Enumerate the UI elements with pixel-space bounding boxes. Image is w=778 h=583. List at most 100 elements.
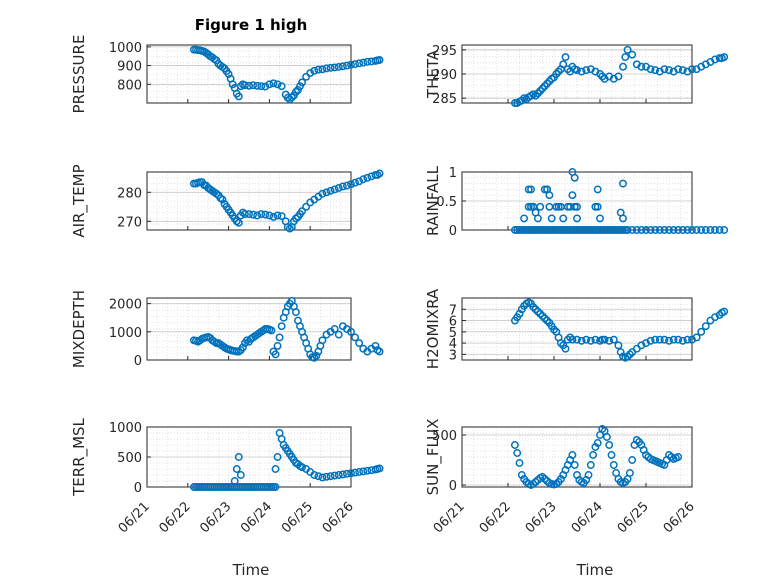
data-point bbox=[715, 226, 724, 234]
data-point bbox=[621, 53, 630, 62]
y-axis-label: H2OMIXRA bbox=[424, 288, 442, 369]
axes-box bbox=[461, 297, 693, 361]
data-point bbox=[291, 87, 300, 96]
data-point bbox=[322, 188, 331, 197]
data-point bbox=[513, 449, 522, 457]
data-point bbox=[619, 62, 627, 71]
data-point bbox=[651, 226, 660, 234]
data-point bbox=[619, 214, 627, 223]
data-point bbox=[302, 202, 311, 211]
data-point bbox=[566, 333, 575, 342]
data-point bbox=[271, 465, 280, 473]
data-point bbox=[573, 202, 581, 211]
data-point bbox=[275, 333, 284, 342]
data-point bbox=[674, 453, 683, 461]
data-point bbox=[355, 177, 364, 186]
data-point bbox=[540, 314, 549, 323]
data-point bbox=[660, 335, 669, 344]
data-point bbox=[669, 226, 678, 234]
data-point bbox=[342, 181, 351, 190]
y-tick-label: 0 bbox=[134, 354, 142, 369]
data-point bbox=[334, 330, 343, 339]
data-point bbox=[277, 322, 286, 331]
data-point bbox=[298, 78, 306, 87]
data-point bbox=[351, 468, 360, 477]
x-axis-label: Time bbox=[232, 561, 270, 579]
y-tick-label: 500 bbox=[117, 451, 142, 466]
data-point bbox=[326, 186, 335, 195]
data-point bbox=[651, 335, 660, 344]
data-point bbox=[310, 471, 319, 479]
data-point bbox=[334, 471, 343, 479]
data-point bbox=[238, 343, 247, 352]
data-point bbox=[271, 350, 280, 359]
data-point bbox=[605, 336, 614, 345]
data-point bbox=[359, 467, 368, 476]
data-point bbox=[607, 451, 616, 459]
data-point bbox=[632, 226, 641, 234]
data-point bbox=[602, 433, 611, 441]
data-point bbox=[249, 81, 258, 90]
data-point bbox=[536, 309, 545, 318]
data-point bbox=[701, 226, 710, 234]
data-point bbox=[291, 308, 300, 317]
data-point bbox=[674, 65, 683, 74]
data-point bbox=[577, 336, 586, 345]
data-point bbox=[257, 82, 266, 91]
data-point bbox=[236, 471, 245, 479]
data-point bbox=[531, 305, 540, 314]
data-point bbox=[355, 468, 364, 476]
data-point bbox=[678, 226, 687, 234]
y-axis-label: AIR_TEMP bbox=[70, 164, 89, 237]
data-point bbox=[577, 67, 586, 76]
y-tick-label: 7 bbox=[449, 303, 457, 318]
y-tick-label: 270 bbox=[117, 215, 142, 230]
data-point bbox=[375, 464, 384, 473]
data-point bbox=[306, 69, 315, 78]
data-point bbox=[330, 185, 339, 194]
data-point bbox=[322, 472, 331, 481]
data-point bbox=[326, 472, 335, 481]
data-point bbox=[593, 439, 602, 447]
data-point bbox=[298, 207, 306, 216]
data-point bbox=[261, 210, 270, 219]
data-point bbox=[230, 477, 239, 485]
data-point bbox=[570, 173, 579, 182]
data-point bbox=[347, 60, 355, 69]
data-point bbox=[720, 307, 729, 316]
data-point bbox=[678, 336, 687, 345]
data-point bbox=[683, 226, 692, 234]
y-tick-label: 0 bbox=[449, 224, 457, 239]
y-tick-label: 4 bbox=[449, 337, 457, 352]
figure-title: Figure 1 high bbox=[195, 16, 308, 34]
data-point bbox=[234, 92, 243, 101]
data-point bbox=[245, 210, 253, 219]
data-point bbox=[665, 336, 673, 345]
y-axis-label: RAINFALL bbox=[424, 165, 442, 236]
data-point bbox=[277, 82, 286, 91]
data-point bbox=[342, 469, 351, 478]
data-point bbox=[655, 335, 664, 344]
data-point bbox=[545, 191, 554, 200]
data-point bbox=[318, 336, 327, 345]
data-point bbox=[338, 470, 347, 479]
data-point bbox=[623, 45, 632, 54]
panel-pressure: 800 900 1000 PRESSURE bbox=[70, 35, 384, 113]
data-point bbox=[375, 56, 384, 64]
data-point bbox=[582, 335, 591, 344]
data-point bbox=[261, 82, 270, 91]
data-point bbox=[692, 333, 701, 342]
data-point bbox=[273, 341, 282, 350]
data-point bbox=[314, 472, 323, 481]
y-axis-label: MIXDEPTH bbox=[70, 290, 88, 368]
data-point bbox=[665, 66, 673, 75]
data-point bbox=[568, 451, 577, 459]
data-point bbox=[646, 65, 655, 74]
data-point bbox=[538, 312, 547, 320]
data-point bbox=[573, 335, 581, 344]
data-point bbox=[669, 335, 678, 344]
data-point bbox=[312, 351, 321, 360]
data-point bbox=[355, 339, 364, 348]
data-point bbox=[298, 463, 306, 472]
y-tick-label: 0 bbox=[449, 479, 457, 494]
